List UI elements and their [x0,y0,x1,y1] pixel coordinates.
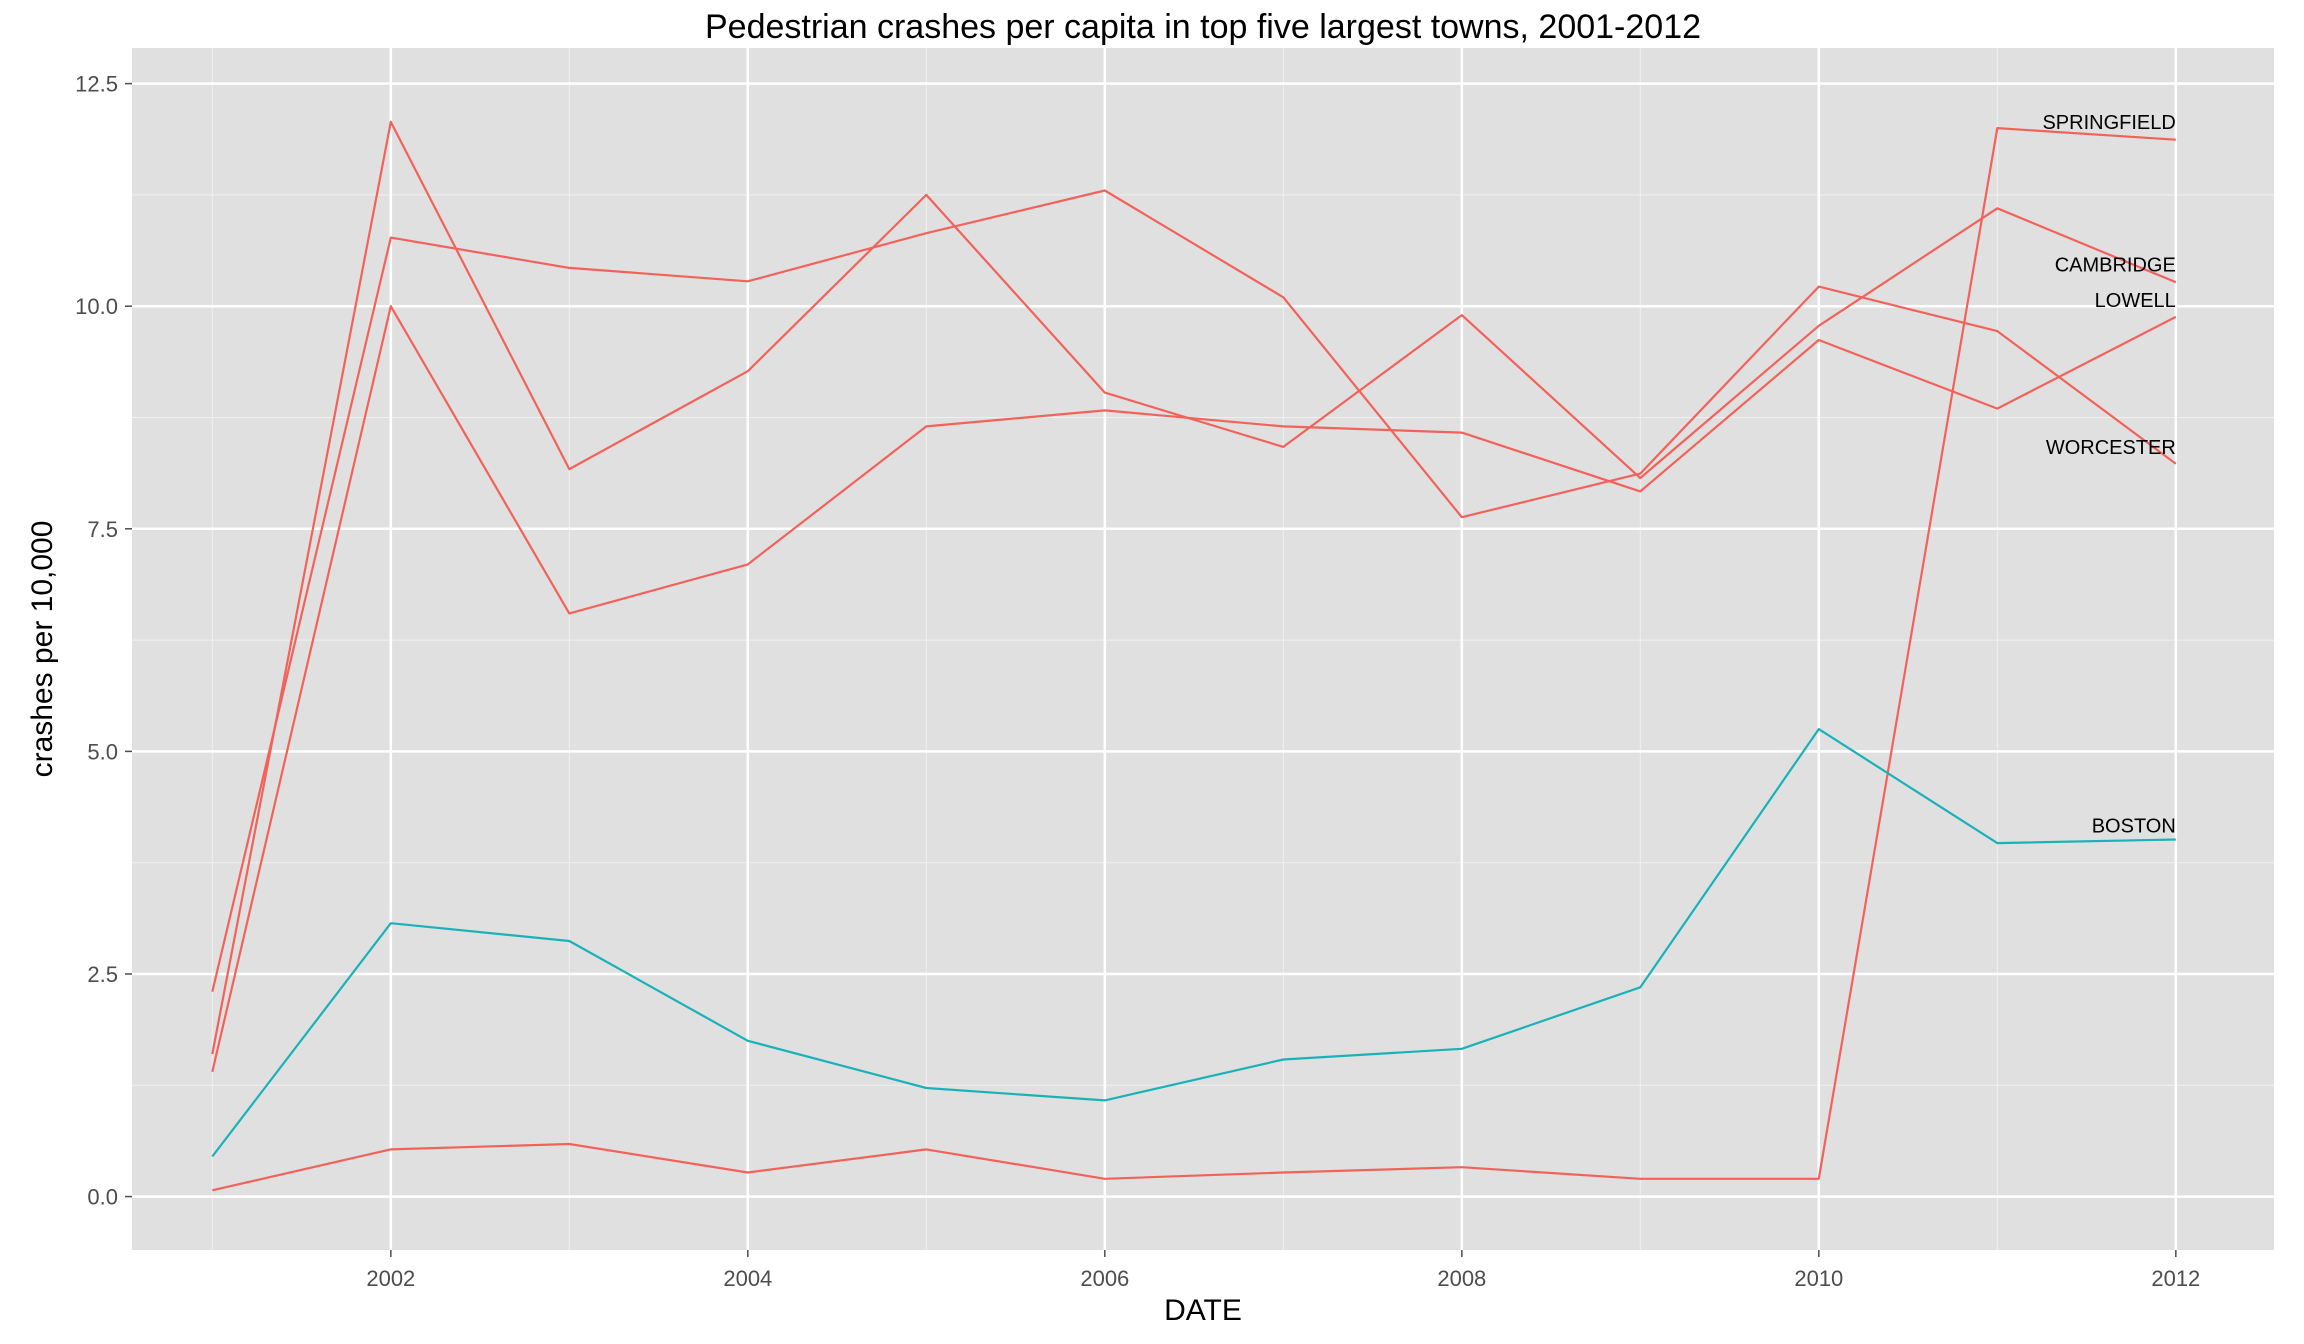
y-axis-title: crashes per 10,000 [26,521,59,778]
y-tick-label: 5.0 [87,739,118,764]
series-line-lowell [211,305,2177,1073]
series-label-worcester: WORCESTER [2046,437,2176,459]
x-axis-title: DATE [1164,1294,1242,1327]
series-label-boston: BOSTON [2092,815,2176,837]
series-labels: SPRINGFIELD CAMBRIDGE LOWELL WORCESTER BOSTO… [2042,112,2175,837]
y-tick-label: 2.5 [87,962,118,987]
x-tick-label: 2004 [723,1266,772,1291]
series-label-lowell: LOWELL [2095,290,2176,312]
series-label-cambridge: CAMBRIDGE [2055,254,2176,276]
plot-panel-background [132,48,2274,1250]
y-tick-label: 0.0 [87,1185,118,1210]
minor-gridlines [132,48,2274,1250]
series-line-cambridge [211,120,2177,1055]
major-gridlines [132,48,2274,1250]
x-tick-label: 2002 [366,1266,415,1291]
x-tick-label: 2008 [1437,1266,1486,1291]
x-tick-label: 2012 [2151,1266,2200,1291]
series-lines [211,120,2177,1192]
x-tick-label: 2010 [1794,1266,1843,1291]
series-line-worcester [211,189,2177,993]
y-tick-label: 12.5 [75,72,118,97]
axes: 0.0 2.5 5.0 7.5 10.0 12.5 2002 2004 2006 2008 2010… [75,72,2200,1291]
series-label-springfield: SPRINGFIELD [2042,112,2175,134]
y-tick-label: 7.5 [87,517,118,542]
chart-title: Pedestrian crashes per capita in top fiv… [705,8,1701,46]
y-tick-label: 10.0 [75,294,118,319]
x-tick-label: 2006 [1080,1266,1129,1291]
series-line-boston [211,727,2176,1158]
series-line-springfield [212,127,2176,1192]
